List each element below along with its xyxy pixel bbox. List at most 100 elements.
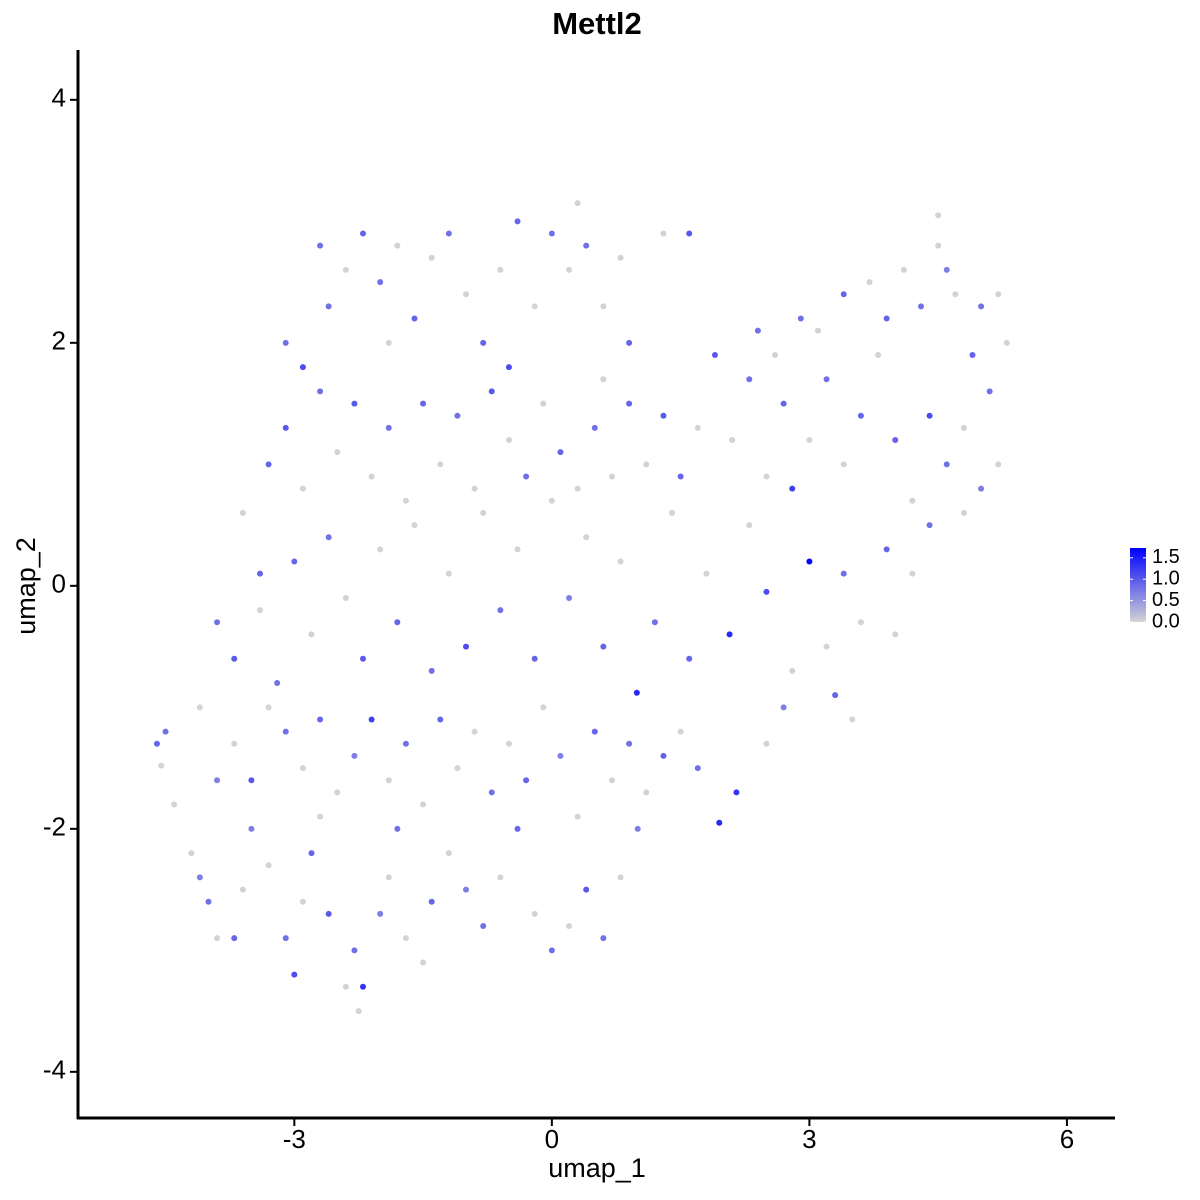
point — [445, 230, 452, 237]
point — [943, 266, 950, 273]
color-tick-label: 0.0 — [1152, 610, 1180, 632]
y-tick-label: -2 — [43, 812, 66, 842]
point — [566, 266, 573, 273]
point — [926, 412, 933, 419]
point — [566, 594, 573, 601]
point — [608, 473, 615, 480]
point — [763, 588, 770, 595]
point — [480, 923, 487, 930]
point — [789, 485, 796, 492]
point — [428, 667, 435, 674]
point — [711, 351, 718, 358]
point — [566, 923, 573, 930]
point — [857, 412, 864, 419]
point — [531, 655, 538, 662]
point — [840, 291, 847, 298]
point — [196, 704, 203, 711]
point — [531, 303, 538, 310]
point — [669, 509, 676, 516]
point — [643, 461, 650, 468]
point — [368, 716, 375, 723]
point — [377, 546, 384, 553]
point — [385, 339, 392, 346]
point — [733, 789, 740, 796]
point — [514, 546, 521, 553]
point — [214, 935, 221, 942]
point — [935, 212, 942, 219]
point — [265, 704, 272, 711]
point — [317, 716, 324, 723]
point — [325, 534, 332, 541]
point — [726, 631, 733, 638]
point — [986, 388, 993, 395]
point — [626, 400, 633, 407]
point — [600, 935, 607, 942]
point — [351, 400, 358, 407]
point — [497, 266, 504, 273]
point — [797, 315, 804, 322]
point — [626, 740, 633, 747]
point — [746, 376, 753, 383]
point — [960, 424, 967, 431]
point — [282, 339, 289, 346]
point — [351, 947, 358, 954]
point — [437, 716, 444, 723]
point — [651, 619, 658, 626]
point — [342, 983, 349, 990]
point — [497, 607, 504, 614]
point — [299, 364, 306, 371]
point — [583, 242, 590, 249]
point — [686, 230, 693, 237]
point — [231, 740, 238, 747]
point — [591, 424, 598, 431]
point — [299, 898, 306, 905]
point — [248, 777, 255, 784]
point — [231, 935, 238, 942]
x-tick-label: 0 — [545, 1124, 559, 1154]
color-tick-label: 0.5 — [1152, 589, 1180, 611]
point — [875, 351, 882, 358]
point — [265, 461, 272, 468]
point — [239, 509, 246, 516]
point — [471, 485, 478, 492]
point — [883, 315, 890, 322]
y-tick-label: -4 — [43, 1055, 66, 1085]
point — [454, 412, 461, 419]
point — [763, 740, 770, 747]
point — [514, 218, 521, 225]
point — [445, 850, 452, 857]
point — [291, 558, 298, 565]
point — [943, 461, 950, 468]
point — [969, 351, 976, 358]
y-axis-label: umap_2 — [11, 537, 41, 635]
point — [531, 910, 538, 917]
point — [660, 412, 667, 419]
y-tick-label: 0 — [52, 569, 66, 599]
point — [995, 461, 1002, 468]
point — [411, 315, 418, 322]
point — [325, 303, 332, 310]
point — [342, 266, 349, 273]
point — [780, 400, 787, 407]
point — [780, 704, 787, 711]
point — [540, 704, 547, 711]
point — [377, 279, 384, 286]
point — [823, 643, 830, 650]
x-tick-label: 6 — [1060, 1124, 1074, 1154]
point — [557, 449, 564, 456]
color-tick-label: 1.0 — [1152, 568, 1180, 590]
point — [806, 437, 813, 444]
point — [926, 522, 933, 529]
point — [600, 303, 607, 310]
point — [574, 200, 581, 207]
point — [360, 983, 367, 990]
point — [608, 777, 615, 784]
point — [806, 558, 813, 565]
point — [282, 935, 289, 942]
point — [883, 546, 890, 553]
point — [995, 291, 1002, 298]
point — [617, 874, 624, 881]
point — [617, 254, 624, 261]
point — [1003, 339, 1010, 346]
point — [892, 631, 899, 638]
